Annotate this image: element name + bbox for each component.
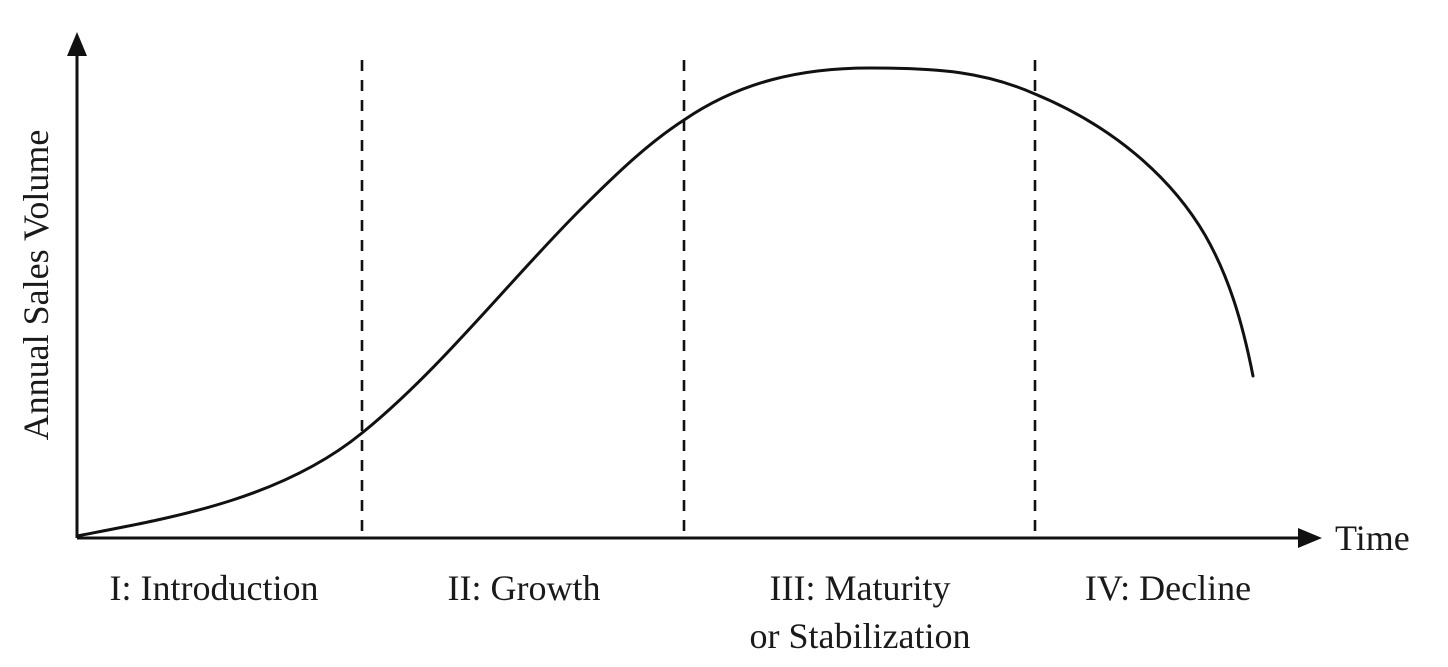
sales-curve: [75, 66, 1255, 538]
stage-label-maturity-line2: or Stabilization: [750, 616, 971, 656]
y-axis-label: Annual Sales Volume: [16, 130, 56, 441]
x-axis-arrow-icon: [1298, 528, 1322, 548]
stage-label-maturity: III: Maturity: [770, 568, 951, 608]
stage-label-introduction: I: Introduction: [110, 568, 319, 608]
stage-label-growth: II: Growth: [448, 568, 601, 608]
x-axis-label: Time: [1335, 518, 1410, 558]
y-axis-arrow-icon: [67, 32, 87, 56]
stage-label-decline: IV: Decline: [1085, 568, 1251, 608]
